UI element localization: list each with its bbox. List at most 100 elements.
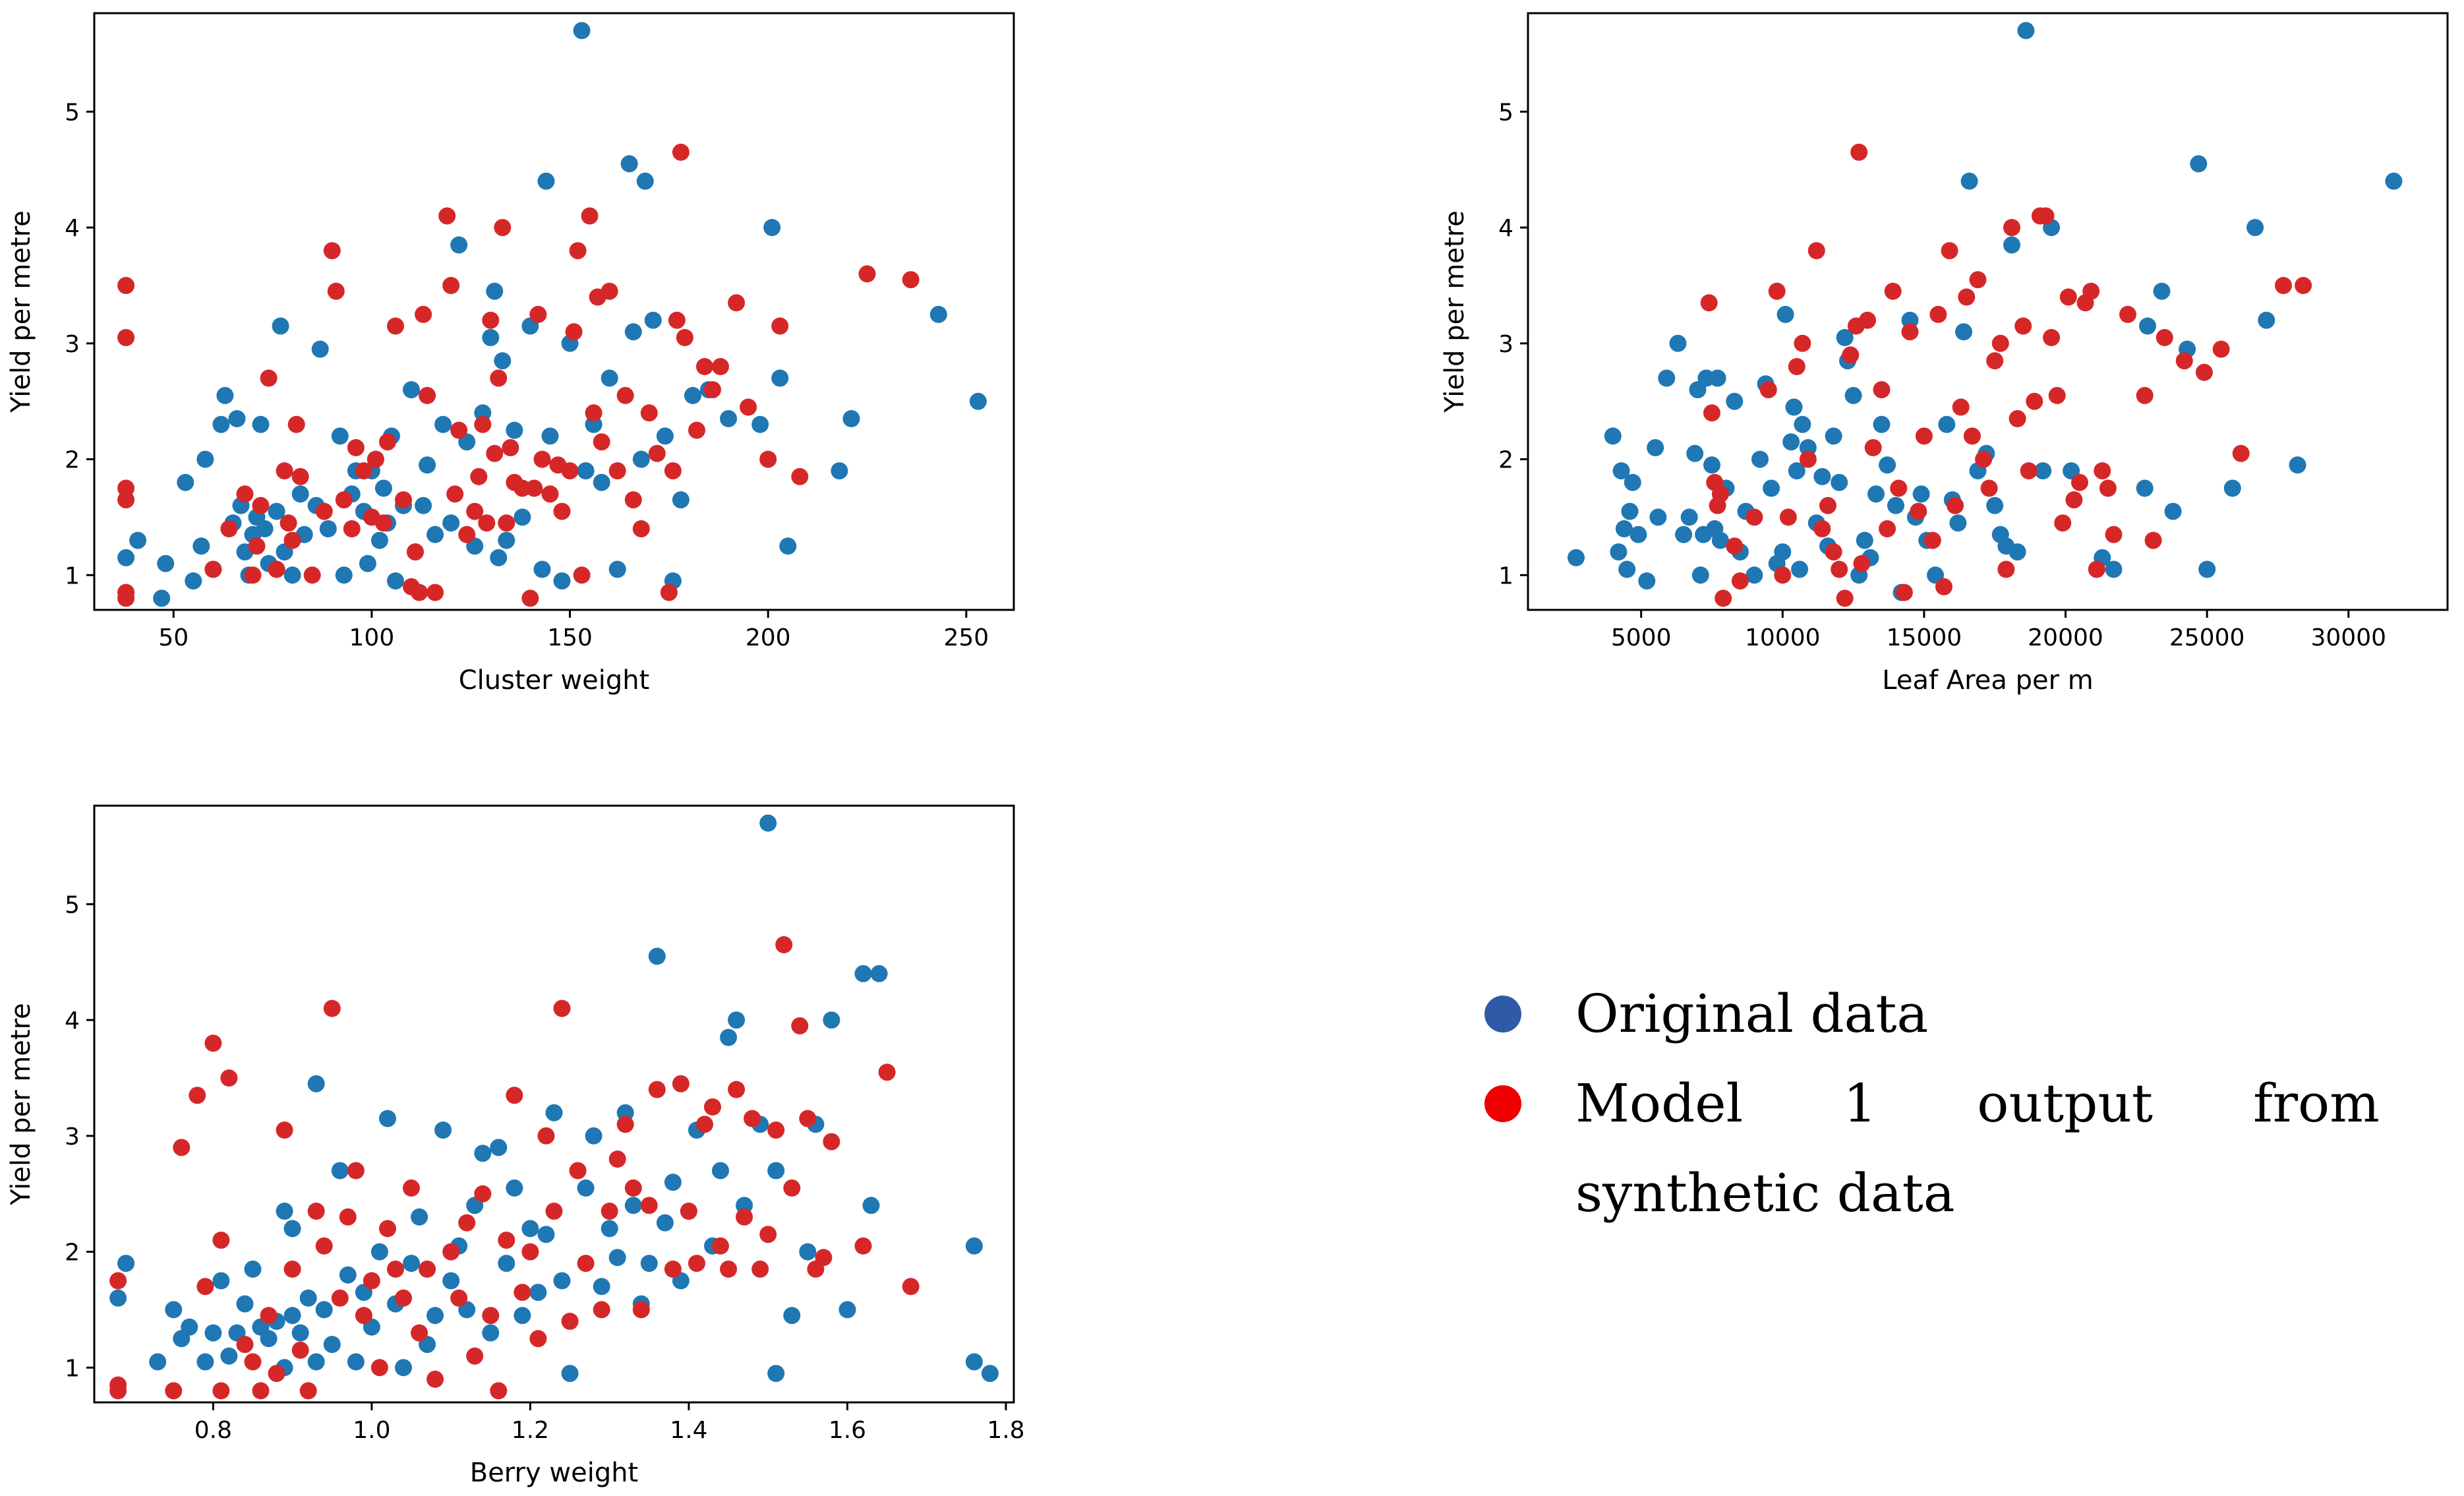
scatter-plot-leaf-area: 5000 10000 15000 20000 25000 30000 1 2 3 4 5 Leaf A…: [1440, 12, 2449, 696]
data-point: [426, 583, 444, 601]
data-point: [411, 583, 428, 601]
data-point: [268, 502, 285, 520]
data-point: [2136, 386, 2154, 404]
data-point: [359, 554, 376, 572]
data-point: [545, 1203, 563, 1220]
data-point: [929, 305, 947, 323]
x-tick-label: 30000: [2311, 624, 2387, 651]
data-point: [1938, 415, 1956, 433]
data-point: [664, 462, 682, 480]
data-point: [244, 1260, 262, 1278]
data-point: [648, 444, 666, 462]
data-point: [565, 323, 583, 341]
data-point: [1941, 242, 1958, 260]
data-point: [1745, 566, 1763, 584]
x-tick-label: 15000: [1887, 624, 1962, 651]
data-point: [632, 1301, 650, 1319]
data-point: [192, 537, 210, 555]
data-point: [1751, 450, 1769, 468]
data-point: [1711, 485, 1729, 503]
data-point: [1776, 305, 1794, 323]
data-point: [117, 1255, 135, 1272]
data-point: [244, 566, 262, 584]
data-point: [339, 1266, 357, 1284]
data-point: [315, 502, 333, 520]
data-point: [434, 415, 452, 433]
legend: Original data Model 1 output from synthe…: [1470, 969, 2380, 1238]
data-point: [204, 1034, 222, 1052]
data-point: [426, 1370, 444, 1388]
x-tick-label: 1.6: [829, 1417, 866, 1444]
x-tick-label: 1.8: [987, 1417, 1024, 1444]
legend-item-original: Original data: [1470, 969, 2380, 1059]
data-point: [2275, 277, 2292, 294]
data-point: [2385, 172, 2403, 190]
data-point: [490, 549, 508, 566]
series-synthetic: [109, 936, 920, 1400]
data-point: [415, 305, 432, 323]
y-tick-label: 3: [1498, 331, 1513, 358]
data-point: [1618, 560, 1636, 578]
data-point: [1794, 334, 1811, 352]
data-point: [370, 1243, 388, 1261]
data-point: [109, 1382, 127, 1400]
data-point: [347, 439, 365, 456]
y-tick-label: 1: [65, 1355, 80, 1382]
data-point: [212, 415, 230, 433]
data-point: [561, 1365, 579, 1383]
data-point: [1726, 392, 1744, 410]
x-tick-label: 250: [943, 624, 989, 651]
data-point: [204, 1324, 222, 1342]
data-point: [291, 1324, 309, 1342]
data-point: [2037, 207, 2055, 225]
data-point: [684, 386, 701, 404]
data-point: [442, 277, 460, 294]
data-point: [2164, 502, 2182, 520]
data-point: [601, 282, 618, 300]
data-point: [1680, 508, 1698, 526]
data-point: [668, 311, 686, 329]
data-point: [331, 427, 349, 445]
data-point: [212, 1232, 230, 1249]
data-point: [1624, 473, 1641, 491]
data-point: [2094, 462, 2111, 480]
data-point: [1715, 589, 1732, 607]
data-point: [347, 1162, 365, 1180]
x-tick-label: 5000: [1611, 624, 1672, 651]
data-point: [2153, 282, 2171, 300]
data-point: [1879, 520, 1896, 537]
data-point: [1935, 578, 1952, 595]
data-point: [537, 1226, 555, 1243]
y-tick-label: 4: [1498, 215, 1513, 242]
data-point: [1986, 352, 2004, 370]
data-point: [1691, 566, 1709, 584]
data-point: [601, 1203, 618, 1220]
data-point: [553, 572, 571, 590]
data-point: [593, 1278, 610, 1296]
data-point: [608, 1249, 626, 1267]
data-point: [466, 502, 484, 520]
data-point: [2009, 543, 2026, 561]
data-point: [521, 589, 539, 607]
data-point: [283, 531, 301, 549]
data-point: [823, 1011, 840, 1029]
data-point: [2119, 305, 2136, 323]
y-tick-label: 1: [1498, 562, 1513, 589]
data-point: [1788, 358, 1805, 375]
data-point: [779, 537, 797, 555]
data-point: [370, 1359, 388, 1377]
data-point: [307, 1075, 325, 1092]
data-point: [1873, 415, 1891, 433]
data-point: [216, 386, 234, 404]
data-point: [533, 560, 551, 578]
data-point: [791, 467, 809, 485]
data-point: [696, 358, 713, 375]
data-point: [450, 236, 468, 254]
y-tick-label: 5: [65, 891, 80, 918]
data-point: [608, 462, 626, 480]
data-point: [506, 421, 523, 439]
data-point: [854, 1237, 872, 1255]
data-point: [704, 381, 721, 399]
data-point: [490, 1139, 508, 1156]
